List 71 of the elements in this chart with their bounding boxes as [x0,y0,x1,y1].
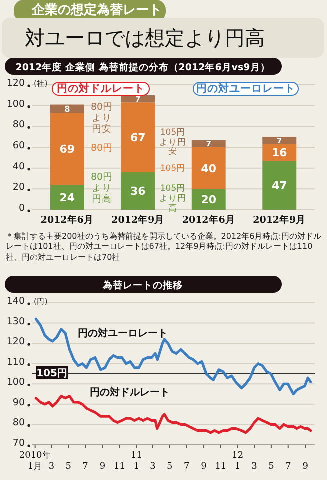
data-label: 24 [60,191,76,204]
y-tick-label: 40 [12,161,25,172]
text: 企業の想定為替レート [31,2,162,18]
y-tick-label: 0 [18,203,25,214]
annotation: 円の対ユーロレート [193,82,299,96]
bar [121,172,156,210]
y-tick-label: 140 [6,296,25,307]
y-tick-label: 90 [12,397,25,408]
bar [121,102,156,172]
annotation: 105円より円安 [159,128,187,158]
text: 対ユーロでは想定より円高 [25,26,265,50]
x-tick-label: 3 [252,462,258,472]
bar [262,161,297,210]
x-tick-label: 2012年9月 [112,214,165,226]
y-tick-label: 120 [6,336,25,348]
annotation: 円の対ドルレート [52,82,150,96]
data-label: 8 [64,104,70,114]
y-tick-label: 20 [12,182,25,194]
x-tick-label: 12 1 [232,451,244,472]
x-tick-label: 2012年6月 [40,214,94,226]
annotation: 80円より円高 [90,172,114,206]
data-label: 40 [201,162,217,176]
series-label: 円の対ドルレート [90,386,170,398]
x-tick-label: 11 [114,462,126,472]
x-tick-label: 3 [48,462,55,472]
x-tick-label: 11 1 [130,451,142,472]
x-tick-label: 5 [167,462,174,472]
y-tick-label: 80 [12,120,25,131]
x-tick-label: 11 [215,462,227,472]
annotation: 105円より円高 [159,184,187,215]
y-tick-label: 100 [6,377,25,388]
x-tick-label: 7 [184,462,190,472]
x-tick-label: 7 [82,462,89,472]
y-tick-label: 120 [6,78,25,89]
ref-line-label: 105円 [36,368,68,380]
bar [262,137,297,144]
x-tick-label: 9 [302,462,309,472]
data-label: 36 [130,185,146,198]
x-tick-label: 9 [201,462,208,472]
x-tick-label: 5 [268,462,275,472]
bar [192,189,226,210]
y-tick-label: 110 [6,356,25,368]
x-tick-label: 9 [100,462,106,472]
text: ＊集計する主要200社のうち為替前提を開示している企業。2012年6月時点:円の対ドルレートは101社、円の対ユーロレートは67社。12年9月時点:円の対ドルレートは110社、円の対ユーロレートは70社 [6,232,322,264]
x-tick-label: 3 [150,462,156,472]
x-tick-label: 2012年9月 [253,214,306,226]
y-tick-label: 130 [6,316,25,328]
x-tick-label: 5 [66,462,72,472]
line-series [34,318,312,396]
annotation: 80円 [90,142,114,154]
bar [50,113,84,185]
y-tick-label: 70 [12,438,25,449]
data-label: 47 [272,179,288,192]
data-label: 69 [60,143,76,156]
bar [192,148,226,190]
y-tick-label: 60 [12,140,25,152]
series-label: 円の対ユーロレート [78,327,168,340]
y-tick-label: 80 [12,418,25,429]
data-label: 67 [130,132,146,145]
data-label: 20 [201,194,217,207]
x-tick-label: 2012年6月 [182,214,236,226]
bar [192,140,226,148]
data-label: 16 [272,146,288,160]
chart-title: 為替レートの推移 [102,280,183,292]
annotation: 105円 [159,164,187,176]
annotation: 80円より円安 [90,102,114,136]
x-tick-label: 7 [286,462,292,472]
chart-title: 2012年度 企業側 為替前提の分布（2012年6月vs9月） [16,62,270,74]
y-tick-label: 100 [6,98,25,110]
line-series [34,395,312,434]
bar [50,185,84,210]
